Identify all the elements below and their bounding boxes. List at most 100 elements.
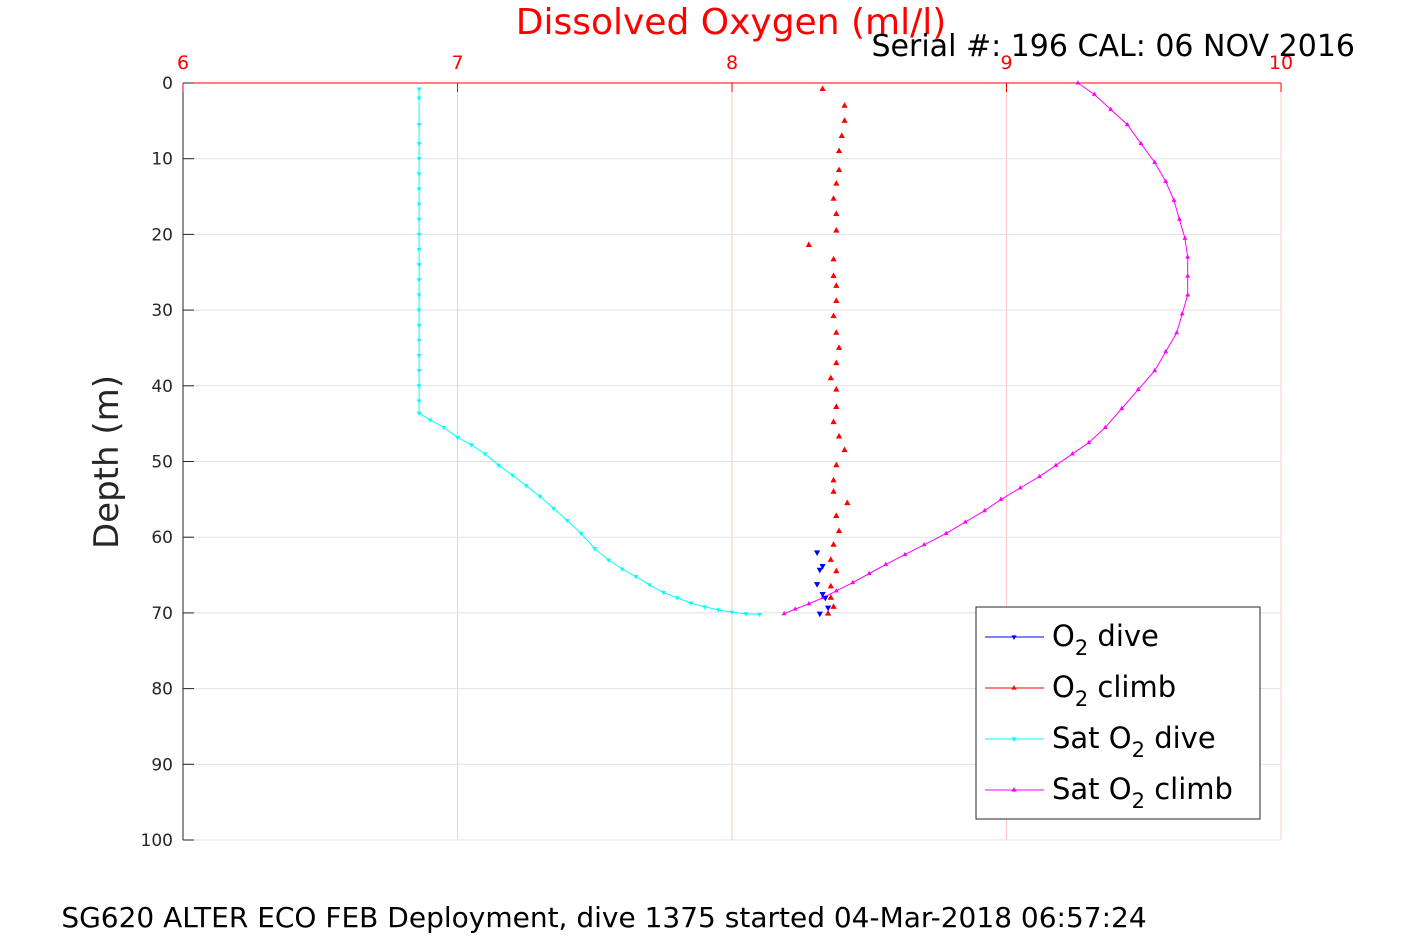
y-axis-label: Depth (m) xyxy=(87,375,127,549)
legend-swatch-marker xyxy=(1011,635,1017,640)
o2_dive-point xyxy=(819,563,826,570)
sat_climb-point xyxy=(792,606,798,611)
sat_dive-point xyxy=(416,96,422,101)
o2_climb-point xyxy=(830,418,837,425)
sat_dive-point xyxy=(416,232,422,238)
sat_dive-point xyxy=(482,452,488,457)
o2_climb-point xyxy=(833,567,840,574)
x-tick-label: 7 xyxy=(451,52,463,74)
o2_climb-point xyxy=(819,85,826,92)
o2_climb-point xyxy=(833,210,840,216)
sat_dive-point xyxy=(427,418,433,423)
y-tick-label: 80 xyxy=(151,680,173,700)
sat_dive-point xyxy=(647,583,653,588)
sat_climb-point xyxy=(1185,273,1191,278)
o2_climb-point xyxy=(830,255,837,262)
sat_climb-point xyxy=(1086,439,1092,445)
y-tick-label: 10 xyxy=(151,150,173,170)
o2_climb-point xyxy=(833,359,840,366)
o2_dive-point xyxy=(816,567,823,574)
o2_climb-point xyxy=(833,512,840,518)
sat_climb-point xyxy=(1053,462,1059,467)
legend-entry-o2_dive: O2 dive xyxy=(985,619,1159,660)
o2_climb-point xyxy=(835,147,843,154)
y-tick-label: 20 xyxy=(151,225,173,245)
sat_climb-point xyxy=(1179,311,1185,316)
sat_climb-point xyxy=(1124,121,1130,127)
sat_climb-point xyxy=(1152,159,1158,165)
o2_dive-point xyxy=(819,591,826,598)
sat_climb-point xyxy=(1163,178,1169,183)
o2_dive-point xyxy=(813,582,821,588)
o2_climb-point xyxy=(833,297,840,303)
o2_climb-point xyxy=(833,282,840,288)
legend-entry-sat_dive: Sat O2 dive xyxy=(985,721,1216,762)
sat_climb-point xyxy=(781,610,787,616)
series-layer xyxy=(416,80,1191,618)
sat_dive-point xyxy=(416,142,422,147)
sat_climb-point xyxy=(806,601,812,606)
o2_climb-point xyxy=(830,195,837,201)
sat_dive-point xyxy=(757,612,762,618)
sat_dive-point xyxy=(416,338,422,344)
sat_dive-point xyxy=(743,612,749,617)
sat_climb-point xyxy=(1119,405,1125,411)
sat_dive-line xyxy=(418,89,760,615)
sat_climb-point xyxy=(943,530,949,535)
sat_dive-point xyxy=(633,575,639,580)
sat_climb-point xyxy=(1152,367,1158,373)
sat_dive-point xyxy=(416,187,422,192)
sat_dive-point xyxy=(416,411,422,416)
sat_dive-point xyxy=(455,435,460,441)
o2_climb-point xyxy=(841,446,848,453)
sat_dive-point xyxy=(416,157,422,162)
o2_climb-point xyxy=(841,102,848,108)
sat_dive-point xyxy=(688,601,694,606)
sat_dive-point xyxy=(715,608,721,613)
o2_climb-point xyxy=(841,117,848,123)
sat_climb-point xyxy=(866,570,872,576)
o2_climb-point xyxy=(838,132,845,138)
sat_dive-point xyxy=(564,519,570,524)
x-tick-label: 9 xyxy=(1000,52,1012,74)
chart-title: Dissolved Oxygen (ml/l) xyxy=(516,2,947,43)
sat_dive-point xyxy=(416,323,422,329)
sat_climb-point xyxy=(833,588,839,593)
o2_climb-point xyxy=(824,610,832,616)
sat_dive-point xyxy=(416,278,422,283)
y-tick-label: 70 xyxy=(151,604,173,624)
o2_climb-point xyxy=(835,344,843,350)
o2_dive-point xyxy=(816,611,823,618)
y-tick-label: 60 xyxy=(151,528,173,548)
sat_climb-point xyxy=(1069,451,1075,456)
legend-entry-o2_climb: O2 climb xyxy=(985,670,1176,711)
sat_climb-point xyxy=(1017,485,1023,490)
series-sat_dive xyxy=(416,87,762,618)
sat_climb-point xyxy=(1174,330,1180,335)
chart-caption: SG620 ALTER ECO FEB Deployment, dive 137… xyxy=(61,901,1146,934)
o2_climb-point xyxy=(827,594,834,600)
sat_dive-point xyxy=(551,506,557,512)
sat_dive-point xyxy=(441,425,447,431)
chart-subtitle: Serial #: 196 CAL: 06 NOV 2016 xyxy=(872,29,1355,64)
o2_climb-point xyxy=(830,312,837,319)
sat_dive-point xyxy=(537,494,543,500)
sat_dive-point xyxy=(509,473,515,478)
o2_climb-point xyxy=(827,374,834,381)
sat_dive-point xyxy=(660,590,666,596)
sat_climb-point xyxy=(1171,197,1177,202)
sat_climb-line xyxy=(784,82,1189,615)
sat_dive-point xyxy=(619,567,625,572)
o2_climb-point xyxy=(827,582,834,589)
sat_climb-point xyxy=(883,561,889,566)
o2_climb-point xyxy=(830,603,837,609)
o2_climb-point xyxy=(830,488,837,494)
sat_dive-point xyxy=(416,87,422,92)
legend-label: Sat O2 climb xyxy=(1052,772,1233,813)
sat_climb-point xyxy=(902,551,908,557)
sat_climb-point xyxy=(1185,254,1191,259)
y-tick-label: 90 xyxy=(151,755,173,775)
sat_dive-point xyxy=(416,202,422,207)
y-tick-label: 50 xyxy=(151,453,173,473)
